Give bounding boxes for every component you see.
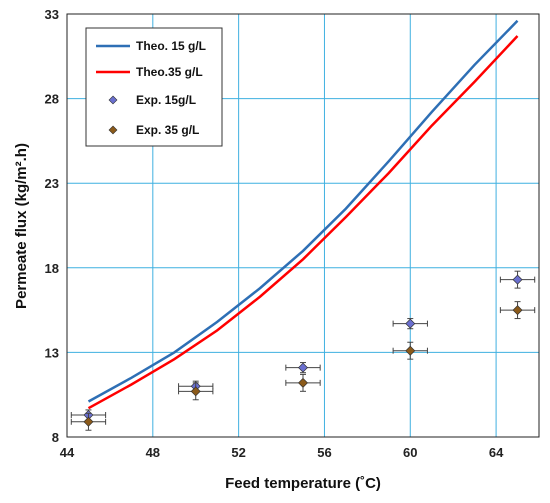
data-point-2 xyxy=(298,362,308,373)
y-tick-label: 8 xyxy=(52,430,59,445)
series-line-0 xyxy=(87,19,519,403)
legend-marker-exp-15 xyxy=(108,95,118,105)
experiment-points xyxy=(70,270,536,431)
axis-ticks: 44 48 52 56 60 64 8 13 18 23 28 33 xyxy=(45,7,505,460)
theory-lines xyxy=(87,19,519,410)
legend: Theo. 15 g/L Theo.35 g/L Exp. 15g/L Exp.… xyxy=(85,27,223,147)
series-line-1 xyxy=(87,35,519,410)
y-axis-title: Permeate flux (kg/m².h) xyxy=(13,143,30,309)
legend-label-theo-35: Theo.35 g/L xyxy=(136,65,203,79)
y-tick-label: 13 xyxy=(45,345,59,360)
x-tick-label: 60 xyxy=(403,445,417,460)
data-point-3 xyxy=(83,416,94,427)
plot-frame xyxy=(66,13,540,438)
legend-label-theo-15: Theo. 15 g/L xyxy=(136,39,206,53)
x-tick-label: 52 xyxy=(231,445,245,460)
data-point-3 xyxy=(405,345,416,356)
legend-label-exp-15: Exp. 15g/L xyxy=(136,93,196,107)
x-tick-label: 48 xyxy=(146,445,160,460)
legend-marker-exp-35 xyxy=(108,125,118,135)
data-point-3 xyxy=(512,305,523,316)
x-tick-label: 44 xyxy=(60,445,75,460)
legend-box xyxy=(85,27,223,147)
data-point-2 xyxy=(512,274,523,285)
y-tick-label: 23 xyxy=(45,176,59,191)
y-tick-label: 18 xyxy=(45,261,59,276)
data-point-3 xyxy=(298,377,308,388)
x-tick-label: 64 xyxy=(489,445,504,460)
data-point-2 xyxy=(405,318,416,329)
legend-label-exp-35: Exp. 35 g/L xyxy=(136,123,199,137)
x-axis-title: Feed temperature (˚C) xyxy=(225,475,381,492)
data-point-3 xyxy=(190,386,201,397)
y-tick-label: 33 xyxy=(45,7,59,22)
x-tick-label: 56 xyxy=(317,445,331,460)
y-tick-label: 28 xyxy=(45,92,59,107)
